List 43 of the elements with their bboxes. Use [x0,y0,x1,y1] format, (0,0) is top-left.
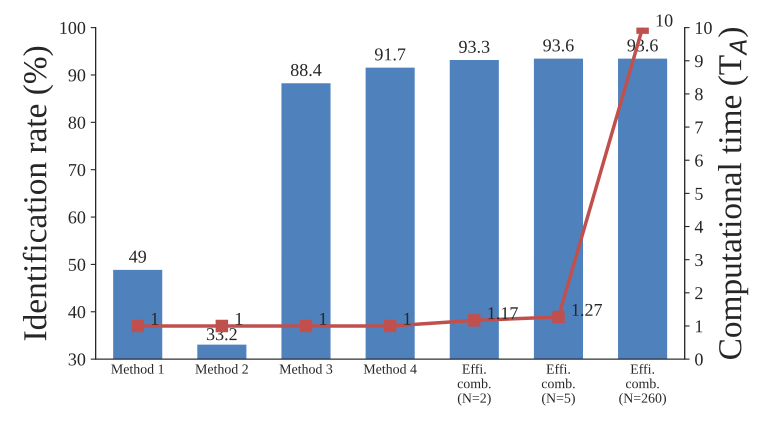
y-tick-label: 90 [68,69,86,82]
y2-tick-label: 4 [694,220,704,233]
data-label: 1 [152,312,158,325]
point [131,320,144,332]
point [552,310,565,324]
y2-tick-label: 1 [696,320,702,332]
data-label: 10 [656,14,672,27]
x-tick-label: Effi. comb. (N=2) [458,364,491,406]
data-label: 93.3 [459,40,490,53]
x-tick-label: Method 1 [111,364,164,374]
point [468,314,481,327]
y2-tick-label: 7 [696,122,703,134]
data-label: 1 [236,312,242,325]
y-tick-label: 100 [60,22,86,34]
x-tick-label: Method 4 [364,364,417,374]
y2-axis-title: Computational time (T$_{A}$) [718,28,748,360]
data-label: 91.7 [374,48,406,61]
y-tick-label: 30 [68,353,86,366]
y2-tick-label: 10 [696,22,712,34]
x-tick-label: Method 2 [195,364,248,374]
x-tick-label: Effi. comb. (N=260) [619,364,666,406]
y-tick-label: 70 [69,164,86,176]
y2-tick-label: 6 [695,154,703,167]
y-tick-label: 40 [68,306,86,318]
data-label: 1 [404,312,411,325]
y2-tick-label: 0 [695,353,703,366]
data-label: 49 [129,250,146,263]
y2-tick-label: 3 [695,254,703,266]
x-tick-label: Method 3 [280,364,332,374]
point [384,320,396,332]
y-tick-label: 60 [68,211,86,224]
y-tick-label: 80 [68,116,86,129]
y2-tick-label: 2 [695,287,702,300]
y2-tick-label: 8 [695,88,703,100]
data-label: 1 [320,312,326,325]
y-axis-title: Identification rate (%) [22,46,54,340]
y2-tick-label: 9 [694,55,703,68]
point [300,320,312,332]
x-tick-label: Effi. comb. (N=5) [542,364,575,406]
data-label: 93.6 [543,39,574,52]
y-tick-label: 50 [68,258,86,271]
data-label: 88.4 [290,64,322,76]
y2-tick-label: 5 [695,188,703,200]
